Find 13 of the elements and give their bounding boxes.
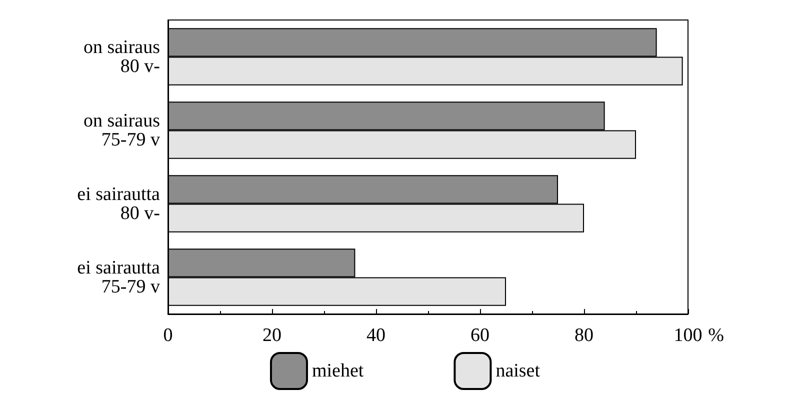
x-tick-label: 60 xyxy=(470,325,490,346)
y-tick-label: on sairaus 75-79 v xyxy=(83,110,160,150)
x-tick-label: 20 xyxy=(262,325,282,346)
x-tick-label: 0 xyxy=(163,325,173,346)
legend-label: miehet xyxy=(312,360,364,382)
y-tick-label: ei sairautta 80 v- xyxy=(77,184,161,224)
y-tick-label: ei sairautta 75-79 v xyxy=(77,257,161,298)
legend-label: naiset xyxy=(496,360,541,382)
x-axis-title: % xyxy=(708,325,724,346)
x-tick-label: 80 xyxy=(574,325,594,346)
x-tick-label: 100 xyxy=(674,325,702,346)
y-tick-label: on sairaus 80 v- xyxy=(83,36,160,77)
x-tick-label: 40 xyxy=(366,325,386,346)
